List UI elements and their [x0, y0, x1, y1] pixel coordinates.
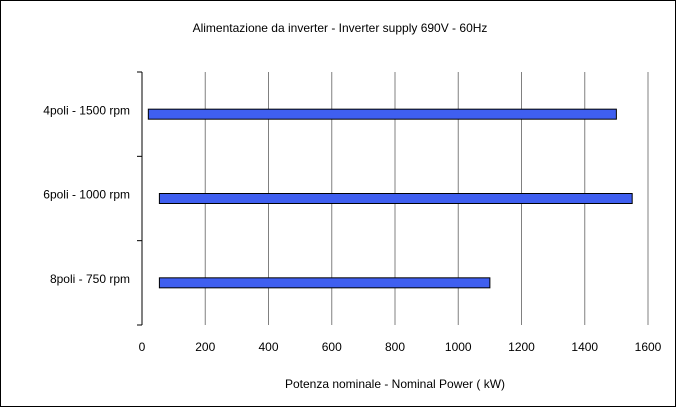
- x-tick-label: 400: [258, 340, 278, 354]
- chart-title: Alimentazione da inverter - Inverter sup…: [193, 21, 488, 35]
- x-axis-label: Potenza nominale - Nominal Power ( kW): [285, 377, 505, 391]
- x-tick-label: 1000: [445, 340, 472, 354]
- x-tick-label: 0: [139, 340, 146, 354]
- bar: [147, 108, 617, 120]
- x-tick-label: 600: [322, 340, 342, 354]
- x-tick-label: 1600: [635, 340, 662, 354]
- x-tick-label: 1400: [571, 340, 598, 354]
- x-tick-label: 800: [385, 340, 405, 354]
- bar: [158, 193, 633, 204]
- x-tick-label: 200: [195, 340, 215, 354]
- y-tick-label: 4poli - 1500 rpm: [43, 103, 130, 117]
- y-tick-label: 8poli - 750 rpm: [50, 272, 130, 286]
- x-tick-label: 1200: [508, 340, 535, 354]
- bar: [158, 277, 491, 289]
- y-tick-label: 6poli - 1000 rpm: [43, 188, 130, 202]
